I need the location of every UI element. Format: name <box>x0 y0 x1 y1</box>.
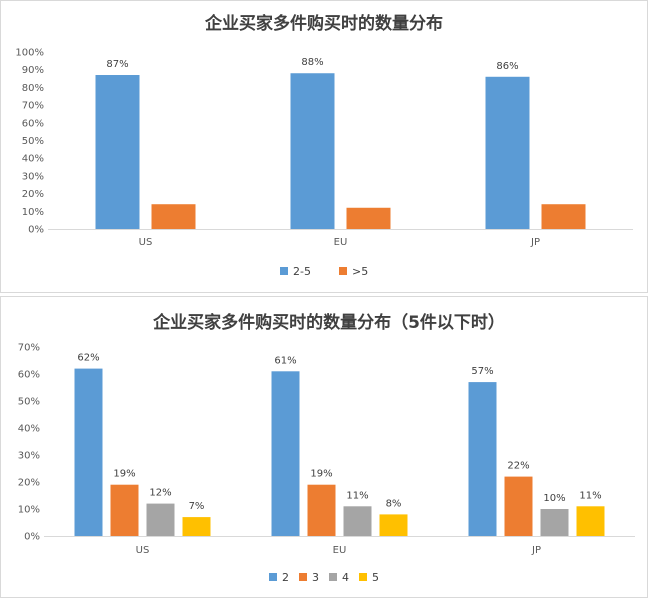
legend-swatch-2 <box>339 267 347 275</box>
legend-swatch-1 <box>269 573 277 581</box>
y-tick-label: 100% <box>15 48 44 59</box>
y-tick-label: 0% <box>28 225 44 236</box>
data-label: 19% <box>113 469 135 480</box>
bar-eu-series-2 <box>346 207 391 229</box>
bar-eu-series-3 <box>343 506 372 536</box>
bar-jp-series-4 <box>576 506 605 536</box>
data-label: 62% <box>77 353 99 364</box>
data-label: 10% <box>543 493 565 504</box>
data-label: 11% <box>346 490 368 501</box>
x-category-label: US <box>139 237 153 248</box>
data-label: 19% <box>310 469 332 480</box>
chart-under-5-distribution: 企业买家多件购买时的数量分布（5件以下时） 0% 10% 20% 30% 40% 50% 60… <box>18 312 635 584</box>
bar-jp-series-1 <box>485 76 530 229</box>
y-tick-label: 50% <box>22 136 44 147</box>
y-tick-label: 10% <box>18 505 40 516</box>
y-tick-label: 40% <box>22 154 44 165</box>
bar-jp-series-3 <box>540 509 569 536</box>
data-label: 11% <box>579 490 601 501</box>
data-label: 61% <box>274 355 296 366</box>
data-label: 7% <box>189 501 205 512</box>
data-label: 12% <box>149 488 171 499</box>
data-label: 8% <box>386 498 402 509</box>
y-tick-label: 10% <box>22 207 44 218</box>
x-category-label: JP <box>531 545 541 556</box>
y-tick-label: 30% <box>22 171 44 182</box>
chart-panel-under-5-distribution: 企业买家多件购买时的数量分布（5件以下时） 0% 10% 20% 30% 40% 50% 60… <box>0 296 648 598</box>
y-tick-label: 30% <box>18 451 40 462</box>
legend-label: >5 <box>352 265 368 278</box>
y-tick-label: 40% <box>18 424 40 435</box>
x-category-label: EU <box>334 237 348 248</box>
bar-jp-series-2 <box>504 476 533 536</box>
y-tick-label: 60% <box>18 370 40 381</box>
data-label: 88% <box>301 57 323 68</box>
bar-us-series-3 <box>146 503 175 536</box>
legend-swatch-4 <box>359 573 367 581</box>
chart-quantity-distribution: 企业买家多件购买时的数量分布 0% 10% 20% 30% 40% 50% 60% 70% 80%… <box>15 13 633 278</box>
legend-label: 2 <box>282 571 289 584</box>
legend-swatch-3 <box>329 573 337 581</box>
bar-us-series-2 <box>151 204 196 229</box>
bar-eu-series-1 <box>290 73 335 230</box>
y-tick-label: 50% <box>18 397 40 408</box>
bar-jp-series-2 <box>541 204 586 229</box>
bar-jp-series-1 <box>468 382 497 536</box>
y-tick-label: 70% <box>18 343 40 354</box>
chart-title: 企业买家多件购买时的数量分布（5件以下时） <box>152 312 505 333</box>
legend-label: 3 <box>312 571 319 584</box>
y-tick-label: 20% <box>22 189 44 200</box>
y-tick-label: 20% <box>18 478 40 489</box>
legend-swatch-2 <box>299 573 307 581</box>
bar-eu-series-2 <box>307 484 336 536</box>
legend-swatch-1 <box>280 267 288 275</box>
y-tick-label: 80% <box>22 83 44 94</box>
bar-us-series-2 <box>110 484 139 536</box>
x-category-label: US <box>136 545 150 556</box>
bar-us-series-1 <box>95 75 140 229</box>
data-label: 86% <box>496 61 518 72</box>
legend-label: 2-5 <box>293 265 311 278</box>
y-tick-label: 0% <box>24 532 40 543</box>
data-label: 22% <box>507 461 529 472</box>
x-category-label: JP <box>530 237 540 248</box>
legend-label: 5 <box>372 571 379 584</box>
bar-us-series-1 <box>74 368 103 536</box>
y-tick-label: 60% <box>22 118 44 129</box>
x-category-label: EU <box>333 545 347 556</box>
bar-eu-series-4 <box>379 514 408 536</box>
bar-us-series-4 <box>182 517 211 536</box>
bar-eu-series-1 <box>271 371 300 536</box>
legend-label: 4 <box>342 571 349 584</box>
data-label: 57% <box>471 366 493 377</box>
chart-title: 企业买家多件购买时的数量分布 <box>204 13 443 34</box>
chart-panel-quantity-distribution: 企业买家多件购买时的数量分布 0% 10% 20% 30% 40% 50% 60% 70% 80%… <box>0 0 648 293</box>
y-tick-label: 70% <box>22 101 44 112</box>
y-tick-label: 90% <box>22 65 44 76</box>
data-label: 87% <box>106 59 128 70</box>
